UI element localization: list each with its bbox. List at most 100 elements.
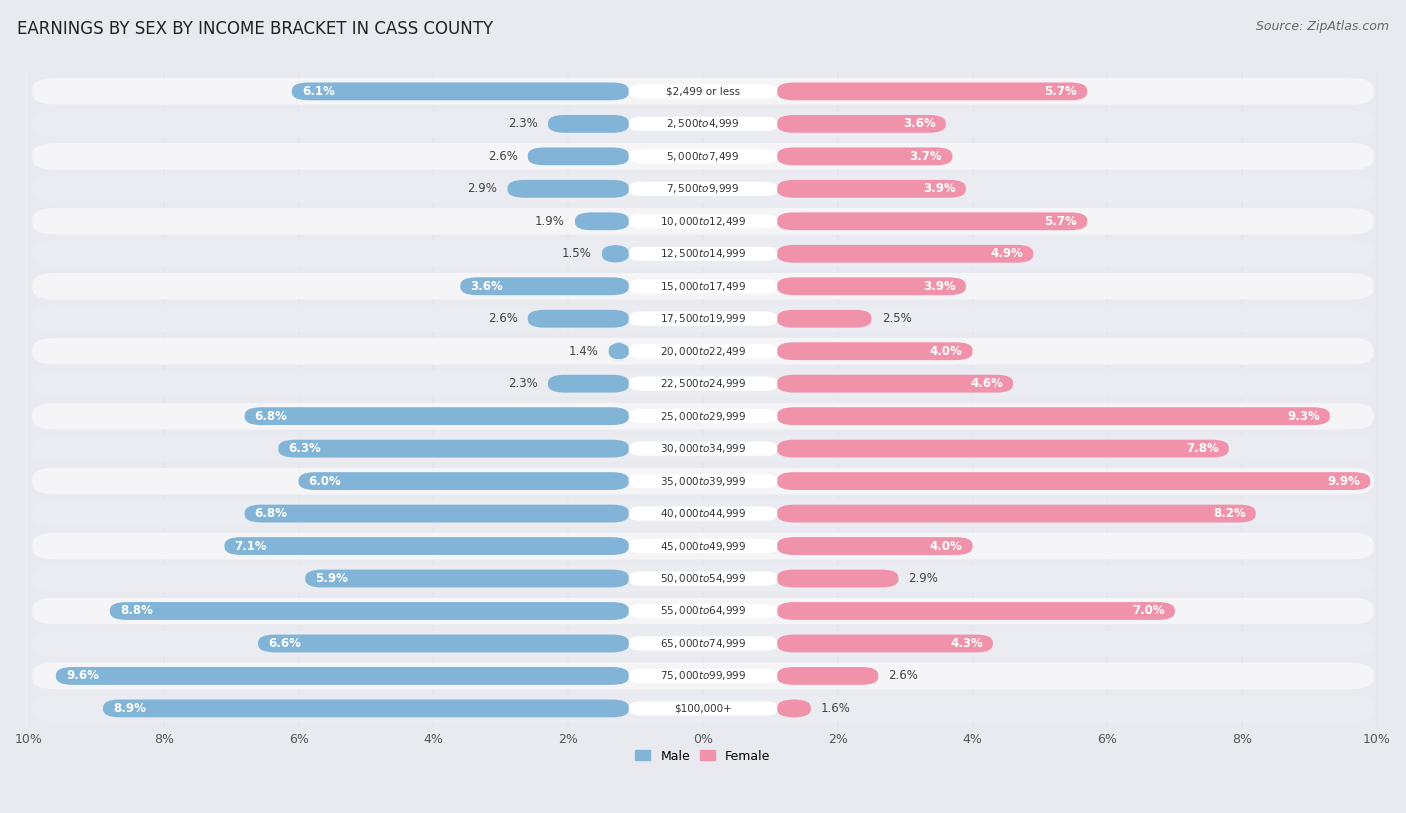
Text: $100,000+: $100,000+: [673, 703, 733, 714]
Text: 6.3%: 6.3%: [288, 442, 321, 455]
FancyBboxPatch shape: [628, 85, 778, 98]
FancyBboxPatch shape: [32, 663, 1374, 689]
FancyBboxPatch shape: [305, 570, 628, 588]
Text: $20,000 to $22,499: $20,000 to $22,499: [659, 345, 747, 358]
FancyBboxPatch shape: [628, 702, 778, 715]
Text: 2.3%: 2.3%: [508, 117, 538, 130]
FancyBboxPatch shape: [628, 604, 778, 618]
FancyBboxPatch shape: [32, 241, 1374, 267]
Text: $40,000 to $44,999: $40,000 to $44,999: [659, 507, 747, 520]
Text: $25,000 to $29,999: $25,000 to $29,999: [659, 410, 747, 423]
FancyBboxPatch shape: [628, 117, 778, 131]
Text: 4.6%: 4.6%: [970, 377, 1002, 390]
Text: 6.1%: 6.1%: [302, 85, 335, 98]
FancyBboxPatch shape: [628, 214, 778, 228]
FancyBboxPatch shape: [778, 602, 1175, 620]
Text: 4.9%: 4.9%: [990, 247, 1024, 260]
FancyBboxPatch shape: [778, 537, 973, 555]
Text: 7.8%: 7.8%: [1185, 442, 1219, 455]
FancyBboxPatch shape: [32, 565, 1374, 592]
Text: 9.6%: 9.6%: [66, 669, 98, 682]
Text: 1.5%: 1.5%: [562, 247, 592, 260]
FancyBboxPatch shape: [245, 505, 628, 523]
FancyBboxPatch shape: [778, 375, 1014, 393]
FancyBboxPatch shape: [110, 602, 628, 620]
FancyBboxPatch shape: [32, 371, 1374, 397]
Text: 6.8%: 6.8%: [254, 507, 288, 520]
FancyBboxPatch shape: [628, 376, 778, 391]
Text: 2.3%: 2.3%: [508, 377, 538, 390]
FancyBboxPatch shape: [628, 181, 778, 196]
FancyBboxPatch shape: [225, 537, 628, 555]
Text: 3.9%: 3.9%: [922, 182, 956, 195]
FancyBboxPatch shape: [628, 572, 778, 585]
Text: $65,000 to $74,999: $65,000 to $74,999: [659, 637, 747, 650]
FancyBboxPatch shape: [259, 634, 628, 652]
FancyBboxPatch shape: [32, 306, 1374, 332]
FancyBboxPatch shape: [32, 467, 1374, 494]
Text: 1.4%: 1.4%: [568, 345, 599, 358]
Text: 3.7%: 3.7%: [910, 150, 942, 163]
Text: $22,500 to $24,999: $22,500 to $24,999: [659, 377, 747, 390]
FancyBboxPatch shape: [460, 277, 628, 295]
Text: 7.0%: 7.0%: [1132, 605, 1164, 618]
FancyBboxPatch shape: [628, 506, 778, 520]
Text: 9.9%: 9.9%: [1327, 475, 1360, 488]
FancyBboxPatch shape: [778, 634, 993, 652]
Text: $2,500 to $4,999: $2,500 to $4,999: [666, 117, 740, 130]
FancyBboxPatch shape: [32, 78, 1374, 105]
FancyBboxPatch shape: [778, 212, 1087, 230]
Text: 2.6%: 2.6%: [889, 669, 918, 682]
Text: Source: ZipAtlas.com: Source: ZipAtlas.com: [1256, 20, 1389, 33]
Text: 5.9%: 5.9%: [315, 572, 349, 585]
Text: 3.9%: 3.9%: [922, 280, 956, 293]
FancyBboxPatch shape: [778, 472, 1371, 490]
Text: 8.2%: 8.2%: [1213, 507, 1246, 520]
FancyBboxPatch shape: [609, 342, 628, 360]
Text: 4.3%: 4.3%: [950, 637, 983, 650]
FancyBboxPatch shape: [628, 669, 778, 683]
FancyBboxPatch shape: [575, 212, 628, 230]
Text: $50,000 to $54,999: $50,000 to $54,999: [659, 572, 747, 585]
FancyBboxPatch shape: [778, 310, 872, 328]
FancyBboxPatch shape: [32, 500, 1374, 527]
Text: $2,499 or less: $2,499 or less: [666, 86, 740, 97]
FancyBboxPatch shape: [32, 176, 1374, 202]
FancyBboxPatch shape: [778, 180, 966, 198]
FancyBboxPatch shape: [32, 435, 1374, 462]
Text: 8.8%: 8.8%: [120, 605, 153, 618]
Text: $15,000 to $17,499: $15,000 to $17,499: [659, 280, 747, 293]
Text: $55,000 to $64,999: $55,000 to $64,999: [659, 605, 747, 618]
Text: 2.5%: 2.5%: [882, 312, 911, 325]
FancyBboxPatch shape: [527, 147, 628, 165]
FancyBboxPatch shape: [32, 143, 1374, 170]
FancyBboxPatch shape: [628, 279, 778, 293]
FancyBboxPatch shape: [778, 570, 898, 588]
FancyBboxPatch shape: [628, 311, 778, 326]
Text: $35,000 to $39,999: $35,000 to $39,999: [659, 475, 747, 488]
Legend: Male, Female: Male, Female: [630, 745, 776, 767]
FancyBboxPatch shape: [508, 180, 628, 198]
Text: $5,000 to $7,499: $5,000 to $7,499: [666, 150, 740, 163]
FancyBboxPatch shape: [778, 277, 966, 295]
FancyBboxPatch shape: [298, 472, 628, 490]
FancyBboxPatch shape: [32, 402, 1374, 429]
Text: 3.6%: 3.6%: [903, 117, 935, 130]
FancyBboxPatch shape: [32, 695, 1374, 722]
Text: 9.3%: 9.3%: [1286, 410, 1320, 423]
FancyBboxPatch shape: [292, 82, 628, 100]
Text: 5.7%: 5.7%: [1045, 85, 1077, 98]
FancyBboxPatch shape: [32, 630, 1374, 657]
FancyBboxPatch shape: [32, 533, 1374, 559]
Text: 1.6%: 1.6%: [821, 702, 851, 715]
FancyBboxPatch shape: [32, 208, 1374, 235]
Text: 4.0%: 4.0%: [929, 540, 963, 553]
Text: $75,000 to $99,999: $75,000 to $99,999: [659, 669, 747, 682]
FancyBboxPatch shape: [778, 667, 879, 685]
FancyBboxPatch shape: [628, 539, 778, 553]
FancyBboxPatch shape: [778, 440, 1229, 458]
FancyBboxPatch shape: [32, 273, 1374, 299]
FancyBboxPatch shape: [628, 474, 778, 489]
FancyBboxPatch shape: [778, 147, 952, 165]
Text: 1.9%: 1.9%: [534, 215, 565, 228]
